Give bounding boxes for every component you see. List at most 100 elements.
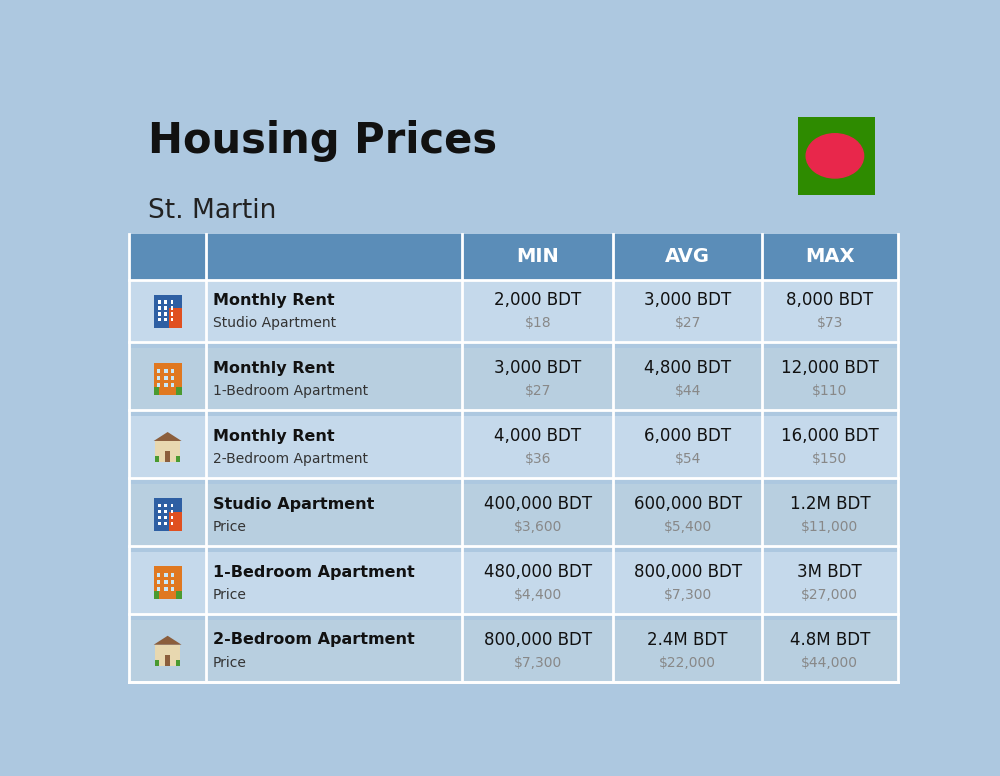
Bar (165, 452, 170, 462)
Bar (164, 307, 167, 310)
Text: Monthly Rent: Monthly Rent (213, 293, 334, 308)
Text: $44,000: $44,000 (801, 656, 858, 670)
Bar (164, 383, 168, 387)
Text: 3M BDT: 3M BDT (797, 563, 862, 581)
Bar (155, 645, 180, 666)
Bar (206, 552, 462, 614)
Bar (155, 660, 159, 666)
Text: 12,000 BDT: 12,000 BDT (781, 359, 879, 377)
Text: $5,400: $5,400 (664, 520, 712, 534)
Polygon shape (154, 636, 182, 645)
Bar (158, 307, 161, 310)
Bar (157, 587, 160, 591)
Text: 800,000 BDT: 800,000 BDT (634, 563, 742, 581)
Bar (462, 416, 613, 478)
Bar (206, 280, 462, 342)
Bar (171, 383, 174, 387)
Text: 4.8M BDT: 4.8M BDT (790, 631, 870, 649)
Bar (154, 591, 159, 599)
Bar (165, 655, 170, 666)
Text: Housing Prices: Housing Prices (148, 120, 497, 162)
Bar (164, 376, 168, 380)
Bar (171, 516, 173, 519)
Bar (157, 383, 160, 387)
Bar (462, 620, 613, 681)
Text: 800,000 BDT: 800,000 BDT (484, 631, 592, 649)
Text: 6,000 BDT: 6,000 BDT (644, 428, 731, 445)
Text: 3,000 BDT: 3,000 BDT (644, 291, 731, 310)
Text: Price: Price (213, 520, 246, 534)
Bar (129, 348, 206, 410)
Text: $36: $36 (524, 452, 551, 466)
Bar (176, 387, 182, 396)
Bar (129, 620, 206, 681)
Bar (613, 416, 762, 478)
Bar (154, 566, 182, 599)
Bar (158, 312, 161, 316)
Bar (762, 484, 898, 546)
Text: 4,000 BDT: 4,000 BDT (494, 428, 581, 445)
Text: St. Martin: St. Martin (148, 198, 277, 223)
Text: 480,000 BDT: 480,000 BDT (484, 563, 592, 581)
Bar (129, 484, 206, 546)
Text: $73: $73 (817, 316, 843, 330)
Bar (164, 573, 168, 577)
Bar (613, 552, 762, 614)
Bar (164, 300, 167, 303)
Text: $27: $27 (524, 384, 551, 398)
Bar (154, 362, 182, 396)
Bar (171, 312, 173, 316)
Bar (129, 416, 206, 478)
Bar (206, 484, 462, 546)
Bar (171, 573, 174, 577)
Bar (613, 484, 762, 546)
Bar (155, 456, 159, 462)
Bar (158, 516, 161, 519)
Bar (157, 369, 160, 373)
Bar (613, 348, 762, 410)
Bar (762, 416, 898, 478)
Text: $27,000: $27,000 (801, 587, 858, 601)
Text: 8,000 BDT: 8,000 BDT (786, 291, 873, 310)
Text: 1-Bedroom Apartment: 1-Bedroom Apartment (213, 384, 368, 398)
Polygon shape (154, 432, 182, 441)
Text: $22,000: $22,000 (659, 656, 716, 670)
Text: 1.2M BDT: 1.2M BDT (790, 495, 870, 513)
Bar (157, 580, 160, 584)
Text: $7,300: $7,300 (514, 656, 562, 670)
Bar (462, 234, 613, 280)
Bar (171, 510, 173, 514)
Bar (613, 280, 762, 342)
Bar (171, 318, 173, 321)
Text: $110: $110 (812, 384, 848, 398)
Bar (169, 511, 182, 532)
Bar (171, 580, 174, 584)
Bar (462, 348, 613, 410)
Text: $4,400: $4,400 (514, 587, 562, 601)
Bar (206, 416, 462, 478)
Bar (171, 307, 173, 310)
Text: $44: $44 (674, 384, 701, 398)
Bar (157, 573, 160, 577)
Bar (171, 369, 174, 373)
Bar (171, 587, 174, 591)
Bar (158, 300, 161, 303)
Bar (129, 280, 206, 342)
Bar (129, 552, 206, 614)
Bar (171, 300, 173, 303)
Text: Monthly Rent: Monthly Rent (213, 428, 334, 444)
Text: 1-Bedroom Apartment: 1-Bedroom Apartment (213, 564, 414, 580)
Text: $54: $54 (674, 452, 701, 466)
Bar (171, 522, 173, 525)
Text: Monthly Rent: Monthly Rent (213, 361, 334, 376)
Text: 4,800 BDT: 4,800 BDT (644, 359, 731, 377)
Bar (155, 441, 180, 462)
Bar (171, 504, 173, 508)
Text: Studio Apartment: Studio Apartment (213, 497, 374, 511)
Bar (176, 591, 182, 599)
Bar (206, 234, 462, 280)
Circle shape (806, 133, 864, 178)
Bar (762, 280, 898, 342)
Bar (164, 587, 168, 591)
Bar (613, 620, 762, 681)
